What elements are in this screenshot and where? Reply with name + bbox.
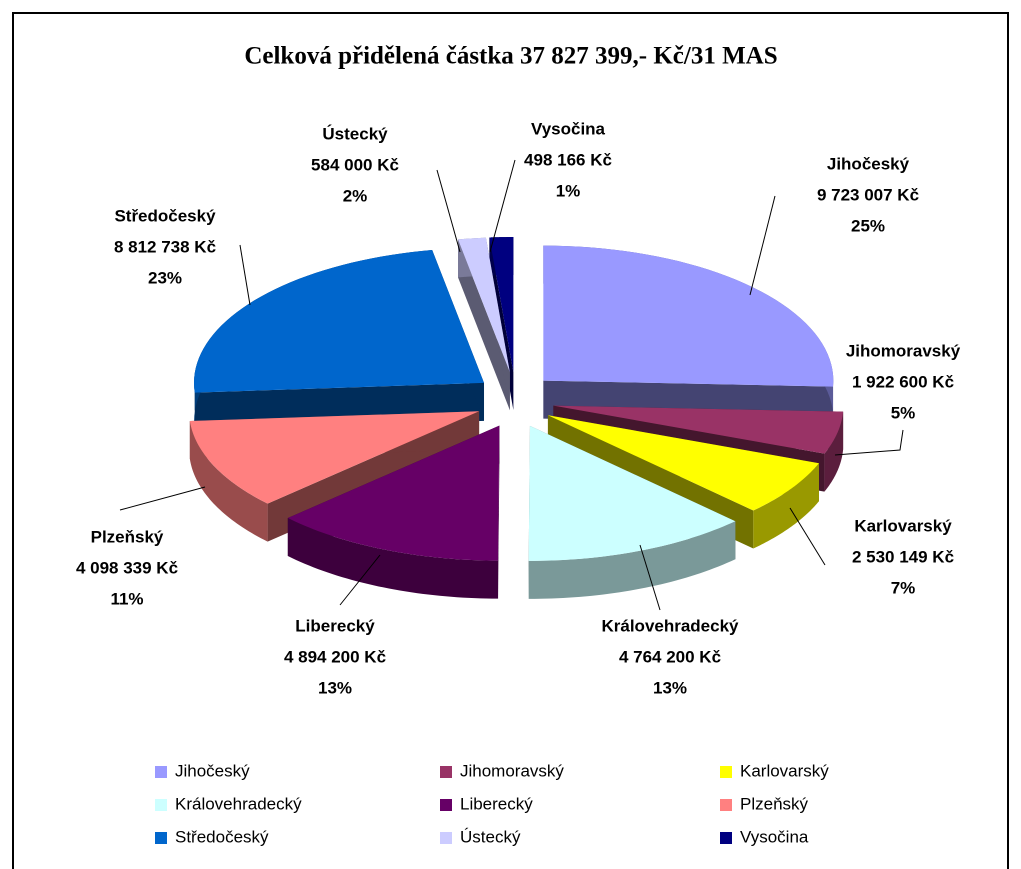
legend-swatch bbox=[720, 766, 732, 778]
slice-top bbox=[489, 237, 514, 373]
legend-label: Karlovarský bbox=[740, 761, 829, 780]
data-label-percent: 23% bbox=[148, 268, 182, 287]
legend-swatch bbox=[440, 766, 452, 778]
slice bbox=[458, 237, 510, 411]
legend-swatch bbox=[155, 832, 167, 844]
legend-label: Středočeský bbox=[175, 827, 269, 846]
legend-swatch bbox=[155, 766, 167, 778]
leader-line bbox=[639, 544, 661, 611]
data-label-value: 2 530 149 Kč bbox=[852, 547, 954, 566]
data-label-percent: 1% bbox=[556, 181, 581, 200]
slice-top bbox=[547, 415, 819, 511]
data-label-name: Jihomoravský bbox=[846, 341, 961, 360]
data-label-value: 9 723 007 Kč bbox=[817, 185, 919, 204]
leader-line bbox=[119, 486, 206, 511]
legend-label: Liberecký bbox=[460, 794, 533, 813]
data-label-percent: 5% bbox=[891, 403, 916, 422]
data-label-value: 4 894 200 Kč bbox=[284, 647, 386, 666]
slice-side bbox=[528, 521, 736, 599]
data-label-name: Plzeňský bbox=[91, 527, 164, 546]
legend-swatch bbox=[720, 799, 732, 811]
legend-swatch bbox=[720, 832, 732, 844]
legend-label: Jihočeský bbox=[175, 761, 250, 780]
legend-label: Jihomoravský bbox=[460, 761, 564, 780]
leader-line bbox=[749, 195, 776, 296]
slice-side bbox=[189, 421, 268, 542]
slice-top bbox=[543, 245, 834, 387]
data-label-value: 498 166 Kč bbox=[524, 150, 612, 169]
leader-line bbox=[436, 169, 461, 253]
slice-wall bbox=[498, 425, 500, 599]
data-label-value: 4 764 200 Kč bbox=[619, 647, 721, 666]
slice bbox=[543, 245, 834, 425]
slice-top bbox=[194, 250, 485, 393]
slice-side bbox=[753, 463, 819, 549]
legend-swatch bbox=[440, 799, 452, 811]
data-label-name: Jihočeský bbox=[827, 154, 910, 173]
data-label-percent: 7% bbox=[891, 578, 916, 597]
slice-top bbox=[458, 237, 510, 373]
slice bbox=[547, 415, 819, 549]
slice-top bbox=[287, 425, 500, 561]
leader-line bbox=[834, 429, 904, 456]
data-label-value: 584 000 Kč bbox=[311, 155, 399, 174]
leader-line bbox=[489, 159, 516, 253]
data-label-name: Středočeský bbox=[114, 206, 216, 225]
slice bbox=[194, 250, 485, 431]
slice-top bbox=[189, 411, 480, 504]
data-label-value: 8 812 738 Kč bbox=[114, 237, 216, 256]
leader-line bbox=[789, 507, 826, 566]
data-label-percent: 11% bbox=[110, 589, 143, 608]
frame bbox=[12, 12, 1009, 869]
slice-side bbox=[824, 411, 844, 492]
leader-line bbox=[339, 554, 381, 606]
data-label-name: Ústecký bbox=[322, 124, 388, 143]
data-label-percent: 13% bbox=[653, 678, 687, 697]
data-label-percent: 13% bbox=[318, 678, 352, 697]
slice bbox=[528, 425, 736, 599]
data-label-name: Karlovarský bbox=[854, 516, 952, 535]
data-label-percent: 2% bbox=[343, 186, 368, 205]
data-label-value: 1 922 600 Kč bbox=[852, 372, 954, 391]
slice-top bbox=[528, 425, 736, 561]
legend-swatch bbox=[440, 832, 452, 844]
data-label-name: Liberecký bbox=[295, 616, 375, 635]
legend-label: Ústecký bbox=[460, 827, 521, 846]
data-label-value: 4 098 339 Kč bbox=[76, 558, 178, 577]
slice bbox=[287, 425, 500, 599]
data-label-percent: 25% bbox=[851, 216, 885, 235]
slice-wall bbox=[458, 239, 510, 411]
legend-label: Královehradecký bbox=[175, 794, 302, 813]
legend-swatch bbox=[155, 799, 167, 811]
legend-label: Plzeňský bbox=[740, 794, 809, 813]
chart-title: Celková přidělená částka 37 827 399,- Kč… bbox=[244, 43, 777, 70]
data-label-name: Vysočina bbox=[531, 119, 606, 138]
slice-side bbox=[287, 518, 499, 599]
legend-label: Vysočina bbox=[740, 827, 809, 846]
data-label-name: Královehradecký bbox=[601, 616, 739, 635]
leader-line bbox=[239, 244, 251, 306]
slice-top bbox=[553, 405, 844, 454]
